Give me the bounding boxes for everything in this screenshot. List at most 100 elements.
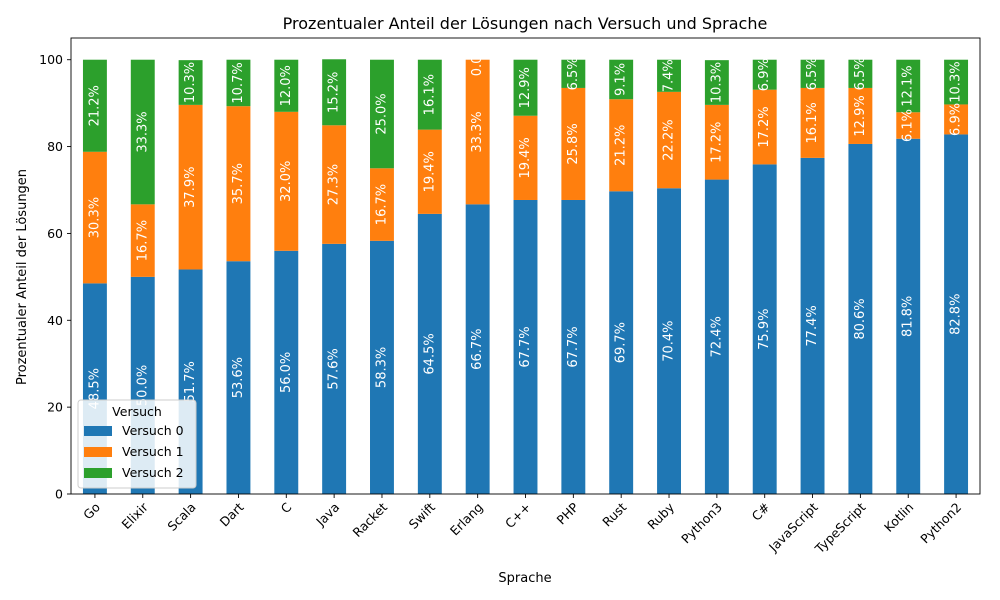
bar-label-series1: 33.3% — [470, 111, 485, 152]
bar-label-series1: 19.4% — [518, 137, 533, 178]
bar-label-series0: 72.4% — [709, 316, 724, 357]
bar-series2-c — [274, 59, 299, 112]
x-tick-label: Scala — [164, 500, 198, 534]
bar-label-series1: 37.9% — [183, 167, 198, 208]
x-tick-label: Racket — [350, 499, 391, 540]
bar-series1-python3 — [704, 104, 729, 180]
bar-label-series1: 16.1% — [805, 102, 820, 143]
x-tick-label: Python2 — [917, 500, 964, 547]
bar-series2-javascript — [800, 59, 825, 88]
legend: Versuch Versuch 0 Versuch 1 Versuch 2 — [77, 399, 197, 489]
bar-series0-php — [561, 199, 586, 495]
bar-label-series2: 6.5% — [805, 57, 820, 90]
legend-swatch-series2 — [84, 468, 112, 478]
plot-area: 48.5% 30.3% 21.2% 50.0% 16.7% 33.3% 51.7% 37.9%… — [39, 37, 981, 557]
bar-label-series1: 17.2% — [757, 106, 772, 147]
bar-series1-go — [82, 151, 107, 284]
y-tick-label: 60 — [47, 226, 63, 241]
bar-label-series1: 12.9% — [853, 95, 868, 136]
bar-label-series0: 81.8% — [901, 296, 916, 337]
bar-label-series0: 82.8% — [949, 294, 964, 335]
bar-series0-c — [752, 164, 777, 494]
bar-label-series2: 10.3% — [949, 61, 964, 102]
x-tick-label: TypeScript — [811, 499, 868, 556]
bar-label-series0: 77.4% — [805, 305, 820, 346]
bar-series2-scala — [178, 60, 203, 105]
bar-label-series1: 22.2% — [662, 119, 677, 160]
legend-entry-series0: Versuch 0 — [122, 423, 184, 438]
bar-label-series0: 56.0% — [279, 352, 294, 393]
y-tick-label: 0 — [55, 487, 63, 502]
bar-label-series2: 12.0% — [279, 65, 294, 106]
bar-label-series2: 12.9% — [518, 67, 533, 108]
bar-label-series1: 21.2% — [614, 125, 629, 166]
bar-label-series2: 7.4% — [662, 59, 677, 92]
bar-label-series0: 67.7% — [518, 326, 533, 367]
bar-label-series1: 27.3% — [327, 164, 342, 205]
bar-label-series1: 32.0% — [279, 161, 294, 202]
bar-series0-rust — [609, 191, 634, 495]
bar-series1-c — [274, 111, 299, 251]
bar-label-series0: 53.6% — [231, 357, 246, 398]
bar-series2-elixir — [130, 59, 155, 205]
bar-series0-kotlin — [896, 138, 921, 494]
bar-label-series2: 10.3% — [183, 62, 198, 103]
bar-series1-rust — [609, 99, 634, 192]
bar-label-series1: 6.1% — [901, 109, 916, 142]
y-tick-label: 20 — [47, 400, 63, 415]
bar-series0-python3 — [704, 179, 729, 494]
x-tick-label: Kotlin — [881, 500, 916, 535]
bar-label-series0: 51.7% — [183, 361, 198, 402]
bar-series2-ruby — [657, 59, 681, 92]
x-tick-label: Swift — [406, 499, 438, 531]
bar-series1-dart — [226, 106, 251, 262]
bar-series0-ruby — [657, 188, 681, 494]
bar-label-series2: 6.5% — [566, 57, 581, 90]
legend-entry-series1: Versuch 1 — [122, 444, 184, 459]
bar-label-series0: 48.5% — [87, 368, 102, 409]
bar-series2-swift — [417, 59, 442, 130]
x-tick-label: Elixir — [118, 499, 151, 532]
bar-series2-python2 — [944, 59, 969, 105]
bar-label-series2: 10.3% — [709, 62, 724, 103]
bar-label-series1: 30.3% — [87, 197, 102, 238]
x-tick-label: C# — [749, 500, 773, 524]
bar-label-series2: 21.2% — [87, 85, 102, 126]
bar-series2-racket — [370, 59, 394, 169]
bar-series0-dart — [226, 261, 251, 494]
bar-label-series2: 10.7% — [231, 62, 246, 103]
bar-series0-typescript — [848, 143, 873, 494]
bar-series1-racket — [370, 168, 394, 241]
bar-series2-dart — [226, 59, 251, 107]
bar-label-series2: 9.1% — [614, 63, 629, 96]
bar-label-series2: 6.5% — [853, 57, 868, 90]
bar-label-series0: 64.5% — [422, 333, 437, 374]
bar-series2-c — [513, 59, 538, 116]
bar-series1-javascript — [800, 87, 825, 158]
bar-label-series1: 16.7% — [135, 220, 150, 261]
bar-series1-c — [513, 115, 538, 200]
bar-label-series0: 70.4% — [662, 320, 677, 361]
bar-label-series1: 17.2% — [709, 122, 724, 163]
bar-label-series1: 6.9% — [949, 103, 964, 136]
chart-title: Prozentualer Anteil der Lösungen nach Ve… — [283, 14, 768, 33]
y-tick-label: 100 — [39, 52, 63, 67]
bar-series2-python3 — [704, 60, 729, 105]
legend-box — [77, 399, 197, 489]
x-tick-label: Dart — [217, 499, 247, 529]
bar-series1-swift — [417, 129, 442, 214]
bar-series2-java — [322, 59, 347, 126]
bar-series0-swift — [417, 213, 442, 494]
bar-series0-c — [274, 250, 299, 494]
bar-series2-rust — [609, 59, 634, 100]
bar-label-series0: 67.7% — [566, 326, 581, 367]
y-axis-label: Prozentualer Anteil der Lösungen — [15, 169, 30, 385]
bar-series1-typescript — [848, 87, 873, 144]
bar-label-series0: 66.7% — [470, 329, 485, 370]
bar-label-series2: 33.3% — [135, 111, 150, 152]
bar-label-series2: 16.1% — [422, 74, 437, 115]
bar-series0-python2 — [944, 134, 969, 494]
x-tick-label: PHP — [554, 499, 582, 527]
